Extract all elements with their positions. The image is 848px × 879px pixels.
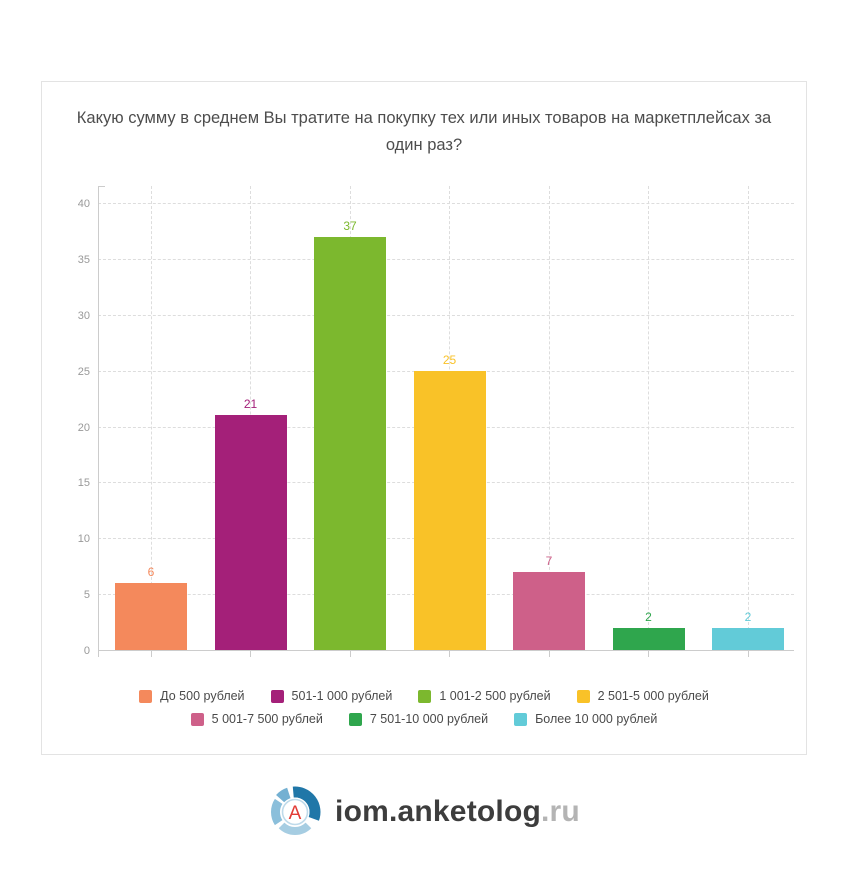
- chart-bar: [513, 571, 585, 650]
- y-gridline: [98, 258, 794, 260]
- x-axis-tick: [150, 651, 152, 657]
- x-axis-tick: [648, 651, 649, 657]
- legend-item: 501-1 000 рублей: [270, 689, 393, 703]
- anketolog-logo-icon: A: [271, 786, 321, 835]
- y-axis-tick-label: 35: [77, 253, 90, 266]
- x-gridline: [648, 186, 649, 650]
- logo-inner-ring: [281, 798, 309, 826]
- x-axis-tick: [250, 651, 251, 657]
- legend-label: 5 001-7 500 рублей: [211, 712, 323, 726]
- legend-item: Более 10 000 рублей: [514, 712, 657, 726]
- legend-row: 5 001-7 500 рублей 7 501-10 000 рублей Бол…: [190, 712, 657, 726]
- legend-swatch: [576, 689, 590, 703]
- chart-bar: [115, 582, 187, 650]
- bar-value-label: 21: [243, 397, 258, 412]
- x-gridline: [150, 186, 152, 650]
- y-axis-tick-label: 40: [77, 198, 90, 210]
- y-gridline: [98, 314, 794, 316]
- brand-footer: A iom.anketolog.ru: [0, 785, 848, 839]
- y-axis-tick-label: 5: [83, 589, 90, 602]
- legend-item: 2 501-5 000 рублей: [576, 689, 709, 703]
- chart-card: Какую сумму в среднем Вы тратите на поку…: [41, 81, 807, 755]
- legend-item: 1 001-2 500 рублей: [418, 689, 551, 703]
- x-axis-tick: [747, 651, 749, 657]
- y-gridline: [98, 203, 794, 204]
- legend-swatch: [270, 689, 284, 703]
- bar-value-label: 7: [545, 553, 553, 568]
- legend-label: 1 001-2 500 рублей: [439, 689, 551, 703]
- x-axis-tick: [548, 651, 550, 657]
- brand-tld: .ru: [541, 795, 580, 828]
- chart-title: Какую сумму в среднем Вы тратите на поку…: [76, 109, 772, 154]
- legend-item: 7 501-10 000 рублей: [348, 712, 489, 726]
- y-axis-tick-label: 10: [77, 533, 90, 546]
- logo-ring-segment-topleft: [276, 787, 291, 803]
- brand-name: iom.anketolog: [335, 795, 541, 828]
- logo-letter: A: [289, 803, 302, 824]
- y-axis-tick-label: 20: [77, 421, 90, 434]
- legend-swatch: [514, 712, 528, 726]
- chart-bar: [612, 627, 685, 650]
- chart-bar: [712, 627, 784, 650]
- x-gridline: [548, 186, 550, 650]
- y-axis-tick-label: 0: [83, 645, 90, 657]
- legend-label: Более 10 000 рублей: [535, 712, 658, 726]
- bar-value-label: 25: [442, 352, 457, 367]
- bar-value-label: 2: [744, 609, 752, 624]
- logo-ring-segment-dark: [292, 786, 321, 821]
- brand-wordmark: iom.anketolog.ru: [335, 795, 580, 829]
- chart-bar: [214, 415, 287, 650]
- legend-swatch: [139, 689, 153, 703]
- legend-label: 7 501-10 000 рублей: [369, 712, 489, 726]
- chart-bar: [413, 370, 486, 650]
- legend-item: До 500 рублей: [139, 689, 245, 703]
- logo-ring-segment-left: [271, 798, 283, 826]
- legend-item: 5 001-7 500 рублей: [190, 712, 323, 726]
- x-axis-tick: [449, 651, 450, 657]
- legend-label: До 500 рублей: [160, 689, 245, 703]
- x-axis-tick: [349, 651, 351, 657]
- legend-row: До 500 рублей 501-1 000 рублей 1 001-2 500…: [139, 689, 709, 703]
- bar-value-label: 6: [147, 564, 155, 579]
- legend-label: 501-1 000 рублей: [291, 689, 393, 703]
- y-axis-tick-label: 25: [77, 365, 90, 378]
- legend-label: 2 501-5 000 рублей: [597, 689, 709, 703]
- legend-swatch: [190, 712, 204, 726]
- chart-legend: До 500 рублей 501-1 000 рублей 1 001-2 500…: [42, 689, 806, 726]
- bar-chart-plot: 0 5 10 15 20 25 30 35 40 6 21 37 25 7 2 2: [78, 186, 794, 657]
- x-axis-line: [98, 650, 794, 651]
- legend-swatch: [348, 712, 362, 726]
- bar-value-label: 37: [343, 218, 357, 233]
- logo-ring-segment-bottom: [278, 822, 312, 835]
- y-axis-tick-label: 30: [77, 309, 90, 322]
- legend-swatch: [418, 689, 432, 703]
- y-axis-line: [98, 186, 99, 657]
- x-gridline: [747, 186, 749, 650]
- bar-value-label: 2: [645, 609, 652, 624]
- chart-bar: [314, 236, 386, 650]
- y-axis-top-tick: [98, 186, 105, 187]
- y-axis-tick-label: 15: [77, 477, 90, 490]
